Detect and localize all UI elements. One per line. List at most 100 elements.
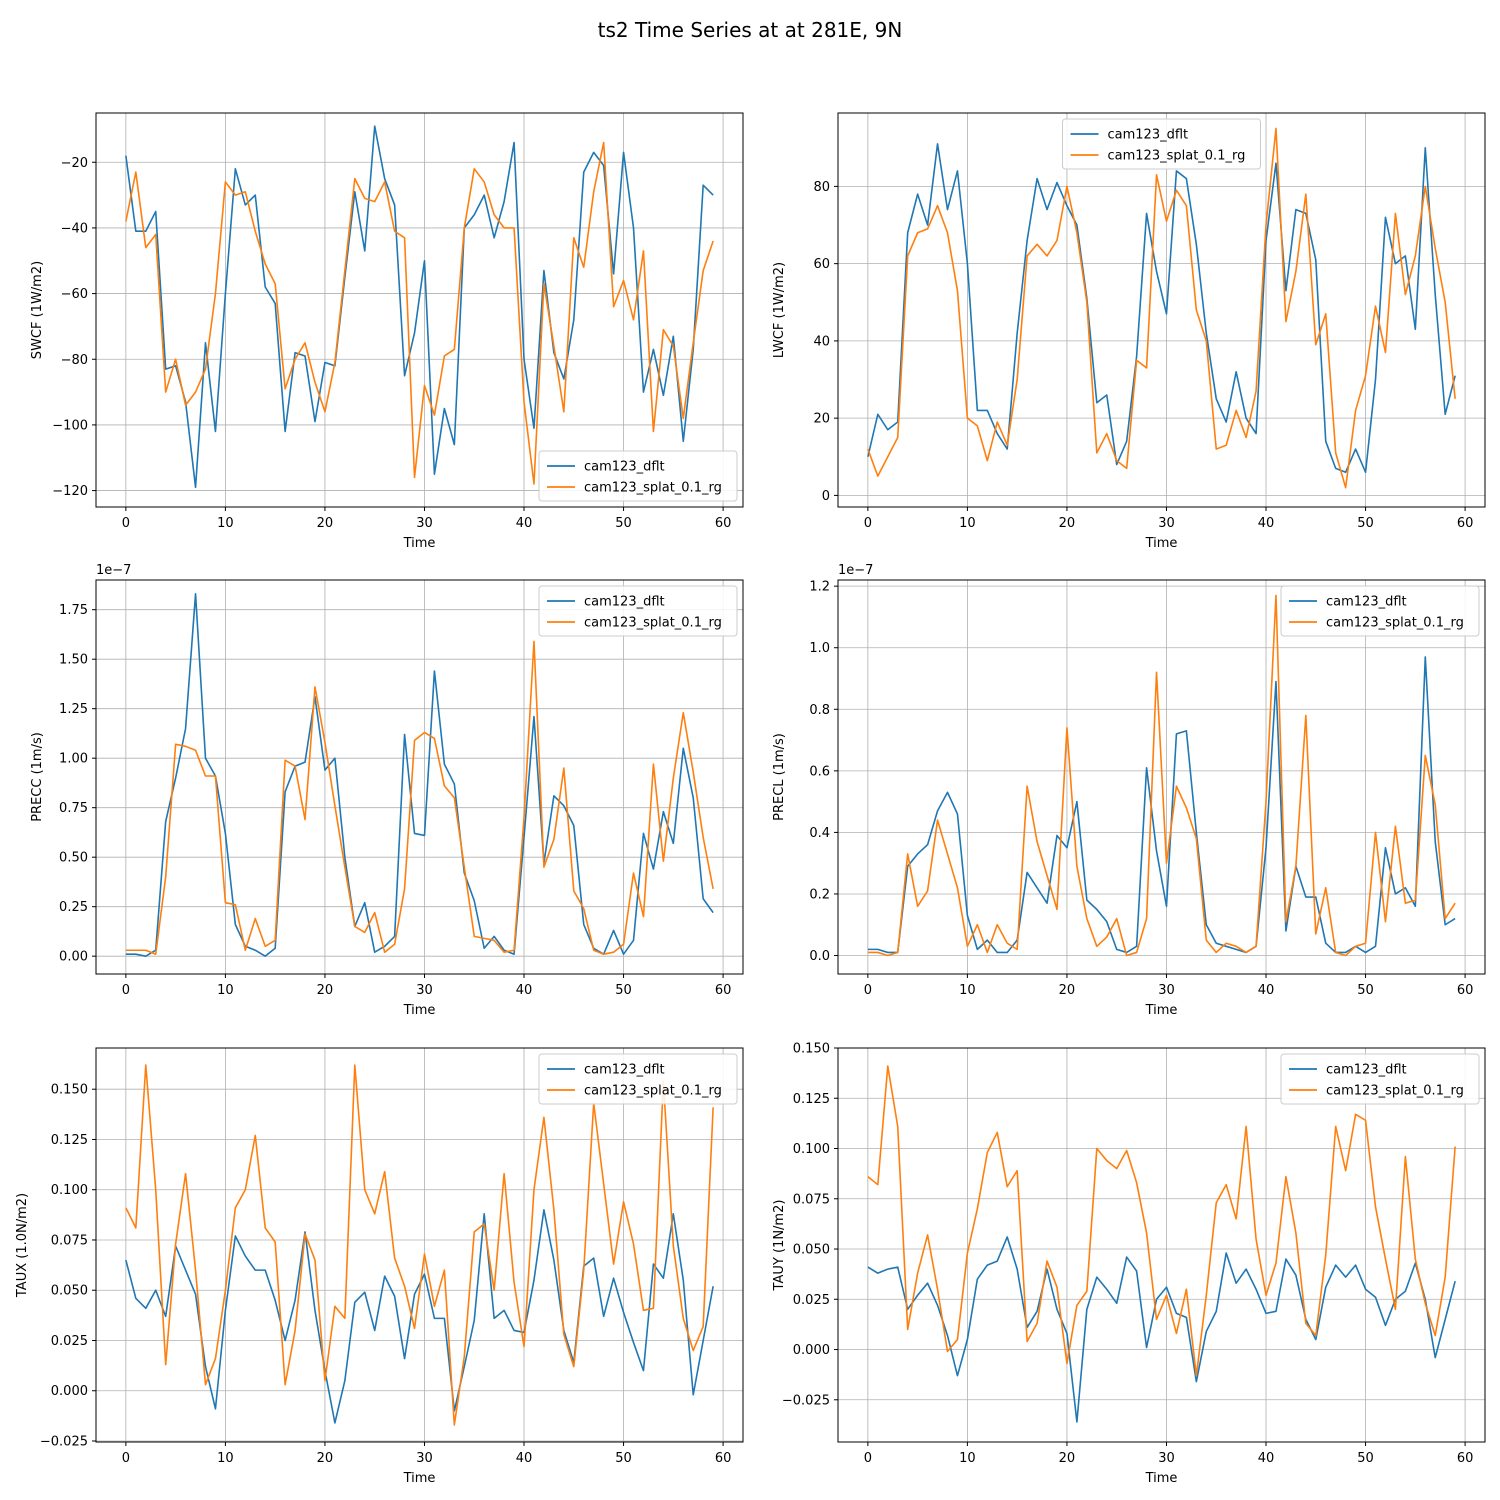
panel-1-xtick-label-4: 40 — [516, 516, 533, 531]
panel-5-xtick-label-2: 20 — [317, 1451, 334, 1466]
panel-4-xtick-label-5: 50 — [1357, 983, 1374, 998]
panel-3-xtick-label-2: 20 — [317, 983, 334, 998]
panel-6-series-splat-line — [867, 1065, 1456, 1377]
panel-2-ytick-label-0: 0 — [822, 489, 830, 504]
panel-6-xlabel: Time — [1145, 1471, 1178, 1486]
panel-5-ylabel: TAUX (1.0N/m2) — [15, 1193, 30, 1298]
panel-3-series-dflt-line — [125, 593, 714, 957]
panel-6-ytick-label-2: 0.025 — [793, 1293, 830, 1308]
panel-5-series-splat-line — [125, 1064, 714, 1426]
panel-3-ytick-label-4: 1.00 — [59, 752, 88, 767]
panel-3-legend: cam123_dflt cam123_splat_0.1_rg — [538, 585, 738, 637]
panel-4-xtick-label-4: 40 — [1258, 983, 1275, 998]
panel-4-ytick-label-6: 1.2 — [809, 580, 830, 595]
panel-1-xlabel: Time — [403, 536, 436, 551]
panel-4-xtick-label-1: 10 — [959, 983, 976, 998]
panel-2-legend-label-1: cam123_splat_0.1_rg — [1108, 149, 1246, 164]
panel-5-ytick-label-3: 0.050 — [51, 1284, 88, 1299]
panel-6-ytick-label-1: 0.000 — [793, 1343, 830, 1358]
panel-1-ytick-label-4: −40 — [61, 221, 88, 236]
panel-4-legend: cam123_dflt cam123_splat_0.1_rg — [1280, 585, 1480, 637]
panel-6-xtick-label-0: 0 — [864, 1451, 872, 1466]
panel-2-xtick-label-5: 50 — [1357, 516, 1374, 531]
panel-2-xtick-label-0: 0 — [864, 516, 872, 531]
panel-2-xtick-label-4: 40 — [1258, 516, 1275, 531]
panel-4-legend-label-0: cam123_dflt — [1326, 595, 1407, 610]
panel-4-series-splat-line — [867, 594, 1456, 957]
panel-2-ytick-label-2: 40 — [813, 334, 830, 349]
panel-2-legend-label-0: cam123_dflt — [1108, 128, 1189, 143]
panel-5-legend-label-1: cam123_splat_0.1_rg — [584, 1084, 722, 1099]
panel-4-xtick-label-3: 30 — [1158, 983, 1175, 998]
panel-4-axes-frame — [837, 579, 1486, 975]
panel-3-ytick-label-5: 1.25 — [59, 702, 88, 717]
panel-2-xtick-label-3: 30 — [1158, 516, 1175, 531]
panel-2-series-dflt-line — [867, 143, 1456, 474]
panel-1-legend-box — [538, 450, 738, 502]
panel-5-xtick-label-6: 60 — [715, 1451, 732, 1466]
panel-1-xtick-label-3: 30 — [416, 516, 433, 531]
panel-6-legend-label-1: cam123_splat_0.1_rg — [1326, 1084, 1464, 1099]
panel-3-ylabel: PRECC (1m/s) — [30, 732, 45, 822]
panel-1-series-splat-line — [125, 141, 714, 485]
panel-4-ytick-label-5: 1.0 — [809, 641, 830, 656]
panel-5-series-dflt-line — [125, 1209, 714, 1424]
panel-3-ytick-label-7: 1.75 — [59, 603, 88, 618]
panel-4-series-dflt-line — [867, 656, 1456, 954]
panel-5-axes-frame — [95, 1047, 744, 1443]
panel-2-series-splat-line — [867, 127, 1456, 489]
panel-6-xtick-label-1: 10 — [959, 1451, 976, 1466]
panel-3-xtick-label-5: 50 — [615, 983, 632, 998]
panel-1-ytick-label-2: −80 — [61, 353, 88, 368]
panel-6-xtick-label-3: 30 — [1158, 1451, 1175, 1466]
panel-3-series-splat-line — [125, 640, 714, 956]
panel-2-xtick-label-6: 60 — [1457, 516, 1474, 531]
panel-5-xtick-label-0: 0 — [122, 1451, 130, 1466]
panel-6-axes-frame — [837, 1047, 1486, 1443]
panel-1-ytick-label-1: −100 — [52, 418, 88, 433]
panel-3-xtick-label-6: 60 — [715, 983, 732, 998]
panel-2-legend: cam123_dflt cam123_splat_0.1_rg — [1062, 118, 1261, 170]
panel-5-ytick-label-7: 0.150 — [51, 1083, 88, 1098]
panel-3-axes-frame — [95, 579, 744, 975]
panel-5-legend-label-0: cam123_dflt — [584, 1063, 665, 1078]
panel-6-xtick-label-5: 50 — [1357, 1451, 1374, 1466]
panel-6-ytick-label-6: 0.125 — [793, 1092, 830, 1107]
panel-6-ytick-label-4: 0.075 — [793, 1192, 830, 1207]
panel-6-ytick-label-7: 0.150 — [793, 1042, 830, 1057]
panel-1-ytick-label-5: −20 — [61, 156, 88, 171]
panel-4-ylabel: PRECL (1m/s) — [772, 733, 787, 821]
panel-4-ytick-label-3: 0.6 — [809, 764, 830, 779]
panel-4-ytick-label-4: 0.8 — [809, 703, 830, 718]
figure-title: ts2 Time Series at at 281E, 9N — [598, 18, 903, 42]
panel-1: 0 10 20 30 40 50 60 −120 −100 −80 −60 −40 −20 Time SWC… — [30, 112, 744, 551]
panel-4-xtick-label-6: 60 — [1457, 983, 1474, 998]
panel-5-ytick-label-4: 0.075 — [51, 1233, 88, 1248]
panel-5-ytick-label-5: 0.100 — [51, 1183, 88, 1198]
panel-3-ytick-label-3: 0.75 — [59, 801, 88, 816]
panel-5-ytick-label-2: 0.025 — [51, 1334, 88, 1349]
panel-2-xlabel: Time — [1145, 536, 1178, 551]
panel-2-ylabel: LWCF (1W/m2) — [772, 262, 787, 358]
panel-6-xtick-label-6: 60 — [1457, 1451, 1474, 1466]
panel-3-xlabel: Time — [403, 1003, 436, 1018]
panel-1-legend-label-1: cam123_splat_0.1_rg — [584, 481, 722, 496]
panel-1-xtick-label-0: 0 — [122, 516, 130, 531]
panel-1-series-dflt-line — [125, 125, 714, 489]
panel-2-axes-frame — [837, 112, 1486, 508]
panel-5-xtick-label-5: 50 — [615, 1451, 632, 1466]
panel-4-xtick-label-0: 0 — [864, 983, 872, 998]
panel-2-ytick-label-3: 60 — [813, 257, 830, 272]
panel-3-ytick-label-6: 1.50 — [59, 653, 88, 668]
panel-2-xtick-label-1: 10 — [959, 516, 976, 531]
panel-6-series-dflt-line — [867, 1236, 1456, 1423]
panel-3-legend-label-1: cam123_splat_0.1_rg — [584, 616, 722, 631]
panel-3-legend-box — [538, 585, 738, 637]
panel-3-xtick-label-4: 40 — [516, 983, 533, 998]
panel-6-xtick-label-2: 20 — [1059, 1451, 1076, 1466]
panel-1-xtick-label-1: 10 — [217, 516, 234, 531]
panel-4-xtick-label-2: 20 — [1059, 983, 1076, 998]
panel-3-ytick-label-2: 0.50 — [59, 851, 88, 866]
